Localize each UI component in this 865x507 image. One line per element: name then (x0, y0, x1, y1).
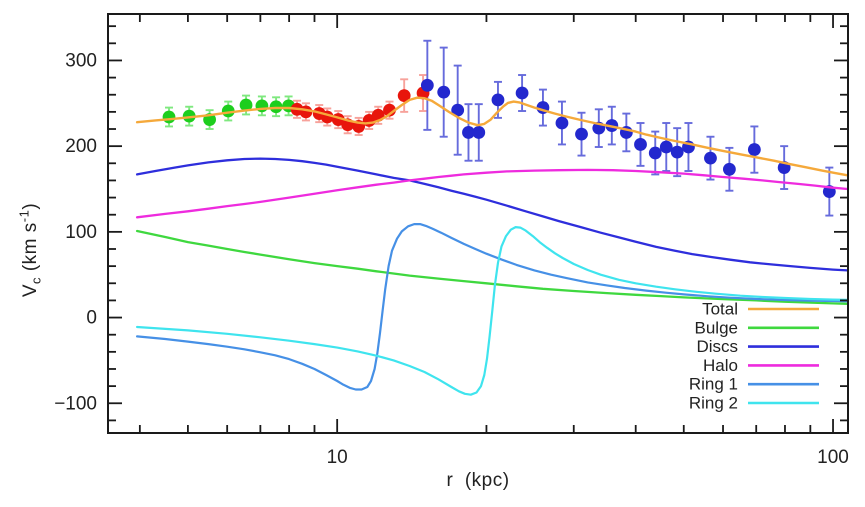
y-axis-label: Vc (km s-1) (16, 203, 43, 297)
series-total-line (135, 96, 849, 177)
y-tick-label: 100 (65, 222, 97, 243)
x-tick-label: 10 (327, 447, 348, 468)
outer-blue-data-point (648, 146, 662, 160)
x-tick-label: 100 (817, 447, 849, 468)
outer-blue-data-point (575, 127, 588, 141)
inner-green-data-point (162, 110, 176, 124)
legend-label-discs: Discs (696, 337, 738, 356)
legend-label-ring-2: Ring 2 (689, 394, 738, 413)
outer-blue-data-point (491, 93, 505, 107)
inner-green-data-point (239, 98, 253, 112)
inner-green-data-point (269, 100, 283, 114)
y-tick-label: 200 (65, 136, 97, 157)
mid-red-data-point (397, 89, 411, 102)
outer-blue-data-point (670, 145, 684, 159)
outer-blue-data-point (451, 103, 465, 117)
series-ring-2-line (136, 226, 849, 396)
mid-red-data-point (383, 103, 396, 117)
legend-label-bulge: Bulge (695, 318, 738, 337)
y-axis-label-units: (km s (19, 222, 41, 277)
y-axis-label-symbol: V (19, 283, 41, 298)
series-ring-1-line (136, 223, 849, 391)
plot-frame (107, 13, 849, 434)
y-axis-label-close: ) (19, 202, 41, 210)
outer-blue-data-point (704, 151, 717, 165)
y-tick-label: 0 (86, 308, 97, 329)
y-tick-label: −100 (54, 393, 97, 414)
outer-blue-data-point (634, 138, 647, 151)
outer-blue-data-point (437, 85, 451, 99)
series-discs-line (135, 157, 849, 272)
series-bulge-line (135, 229, 849, 305)
y-axis-label-exponent: -1 (16, 209, 32, 223)
outer-blue-data-point (555, 116, 569, 130)
outer-blue-data-point (659, 140, 673, 154)
y-tick-label: 300 (65, 50, 97, 71)
inner-green-data-point (221, 104, 235, 118)
series-halo-line (135, 168, 849, 219)
y-axis-label-subscript: c (28, 276, 44, 284)
outer-blue-data-point (472, 126, 486, 139)
legend-label-total: Total (702, 300, 738, 319)
outer-blue-data-point (420, 78, 434, 92)
legend-label-ring-1: Ring 1 (689, 375, 738, 394)
x-axis-label: r (kpc) (446, 470, 510, 491)
outer-blue-data-point (515, 86, 529, 100)
outer-blue-data-point (722, 162, 736, 176)
legend-label-halo: Halo (703, 356, 738, 375)
outer-blue-data-point (747, 143, 761, 156)
outer-blue-data-point (462, 126, 475, 139)
